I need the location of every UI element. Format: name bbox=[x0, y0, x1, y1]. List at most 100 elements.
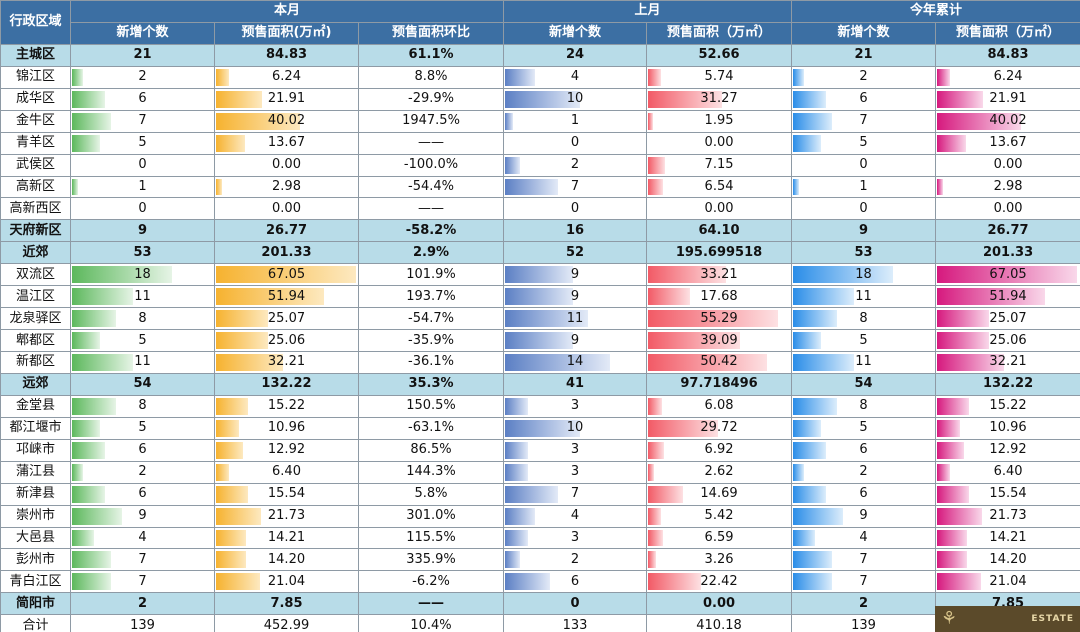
cell-last-area-bar bbox=[648, 288, 691, 306]
cell-ytd-area: 6.24 bbox=[935, 65, 1080, 89]
cell-cur-area: 132.22 bbox=[214, 372, 359, 396]
cell-last-count: 6 bbox=[503, 570, 648, 594]
region-name: 近郊 bbox=[0, 241, 71, 265]
cell-cur-count-bar bbox=[72, 68, 83, 86]
cell-cur-count: 1 bbox=[70, 175, 215, 199]
cell-mom: -54.7% bbox=[357, 307, 505, 331]
region-name: 崇州市 bbox=[0, 504, 71, 528]
cell-last-area-bar bbox=[648, 90, 723, 108]
logo-mark-icon: ⚘ bbox=[941, 608, 959, 629]
cell-cur-count-value: 2 bbox=[138, 464, 147, 480]
cell-cur-area: 12.92 bbox=[214, 438, 359, 462]
cell-ytd-area-bar bbox=[937, 134, 967, 152]
cell-ytd-count-value: 6 bbox=[859, 486, 868, 502]
cell-ytd-area-bar bbox=[937, 397, 970, 415]
cell-cur-area-bar bbox=[216, 485, 248, 503]
cell-cur-count-value: 8 bbox=[138, 398, 147, 414]
cell-mom: -58.2% bbox=[357, 219, 505, 243]
cell-last-count-bar bbox=[505, 507, 536, 525]
cell-last-area: 39.09 bbox=[646, 329, 793, 352]
cell-last-area: 14.69 bbox=[646, 482, 793, 506]
cell-last-area-bar bbox=[648, 266, 727, 284]
cell-ytd-area: 21.91 bbox=[935, 87, 1080, 111]
cell-ytd-count: 2 bbox=[791, 460, 937, 484]
cell-cur-count-bar bbox=[72, 112, 111, 130]
cell-ytd-count: 4 bbox=[791, 526, 937, 550]
cell-mom: 144.3% bbox=[357, 460, 505, 484]
cell-cur-count: 9 bbox=[70, 219, 215, 243]
cell-last-count-value: 9 bbox=[570, 266, 580, 282]
cell-ytd-count: 7 bbox=[791, 570, 937, 594]
cell-last-count-value: 1 bbox=[570, 113, 580, 129]
cell-ytd-area: 32.21 bbox=[935, 351, 1080, 374]
cell-cur-count-value: 4 bbox=[138, 529, 147, 545]
cell-ytd-count-bar bbox=[793, 288, 855, 306]
cell-cur-area-value: 14.20 bbox=[267, 551, 306, 567]
cell-ytd-count-value: 7 bbox=[859, 113, 868, 129]
cell-last-area-value: 29.72 bbox=[700, 420, 738, 436]
cell-last-area: 410.18 bbox=[646, 614, 793, 632]
cell-last-count: 1 bbox=[503, 109, 648, 133]
cell-last-count-value: 7 bbox=[570, 178, 580, 194]
cell-last-count: 10 bbox=[503, 87, 648, 111]
cell-mom: —— bbox=[357, 592, 505, 616]
cell-last-count: 10 bbox=[503, 416, 648, 440]
cell-mom: 8.8% bbox=[357, 65, 505, 89]
cell-mom: 193.7% bbox=[357, 285, 505, 309]
cell-last-area-bar bbox=[648, 354, 768, 371]
cell-cur-count: 7 bbox=[70, 109, 215, 133]
cell-cur-count: 54 bbox=[70, 372, 215, 396]
cell-ytd-count-value: 4 bbox=[859, 529, 868, 545]
cell-cur-area-value: 13.67 bbox=[267, 135, 306, 151]
cell-mom: 115.5% bbox=[357, 526, 505, 550]
cell-last-area-bar bbox=[648, 463, 655, 481]
region-name: 新津县 bbox=[0, 482, 71, 506]
cell-ytd-count-bar bbox=[793, 397, 838, 415]
cell-ytd-area: 84.83 bbox=[935, 43, 1080, 67]
cell-cur-count-value: 7 bbox=[138, 573, 147, 589]
cell-last-count: 11 bbox=[503, 307, 648, 331]
cell-last-count-bar bbox=[505, 178, 559, 196]
cell-last-count: 52 bbox=[503, 241, 648, 265]
cell-cur-count-value: 5 bbox=[138, 420, 147, 436]
region-name: 金堂县 bbox=[0, 394, 71, 418]
region-header: 行政区域 bbox=[0, 0, 71, 45]
cell-last-area-value: 5.74 bbox=[704, 69, 734, 85]
cell-cur-area-bar bbox=[216, 178, 222, 196]
cell-last-count-bar bbox=[505, 397, 529, 415]
cell-ytd-area-bar bbox=[937, 441, 965, 459]
cell-last-count-value: 3 bbox=[570, 464, 580, 480]
cell-last-area-bar bbox=[648, 485, 684, 503]
watermark-text: ESTATE bbox=[1031, 614, 1074, 624]
header-row-groups: 行政区域 本月 上月 今年累计 bbox=[0, 0, 1080, 45]
cell-ytd-count: 9 bbox=[791, 219, 937, 243]
cell-cur-area-value: 40.02 bbox=[267, 113, 306, 129]
cell-last-count-bar bbox=[505, 288, 574, 306]
cell-ytd-count: 5 bbox=[791, 329, 937, 352]
group-row: 远郊 54 132.22 35.3% 41 97.718496 54 132.22 bbox=[0, 372, 1080, 396]
cell-last-area: 22.42 bbox=[646, 570, 793, 594]
cell-cur-count: 2 bbox=[70, 65, 215, 89]
cell-cur-count: 11 bbox=[70, 285, 215, 309]
cell-cur-area-value: 6.24 bbox=[272, 69, 301, 85]
cell-last-area-value: 5.42 bbox=[704, 508, 734, 524]
cell-ytd-area-bar bbox=[937, 529, 968, 547]
cell-cur-count: 7 bbox=[70, 548, 215, 572]
cell-ytd-count-value: 9 bbox=[859, 508, 868, 524]
cell-last-area: 0.00 bbox=[646, 197, 793, 221]
cell-last-area-bar bbox=[648, 156, 666, 174]
cell-ytd-count: 6 bbox=[791, 438, 937, 462]
region-name: 天府新区 bbox=[0, 219, 71, 243]
cell-ytd-count-value: 0 bbox=[859, 200, 868, 216]
cell-mom: 10.4% bbox=[357, 614, 505, 632]
cell-cur-area-bar bbox=[216, 134, 245, 152]
cell-ytd-count-value: 0 bbox=[859, 157, 868, 173]
cell-cur-area-bar bbox=[216, 68, 229, 86]
region-name: 蒲江县 bbox=[0, 460, 71, 484]
cell-last-count: 4 bbox=[503, 65, 648, 89]
cell-cur-count: 0 bbox=[70, 153, 215, 177]
region-name: 简阳市 bbox=[0, 592, 71, 616]
cell-last-area-bar bbox=[648, 419, 719, 437]
cell-mom: —— bbox=[357, 131, 505, 155]
